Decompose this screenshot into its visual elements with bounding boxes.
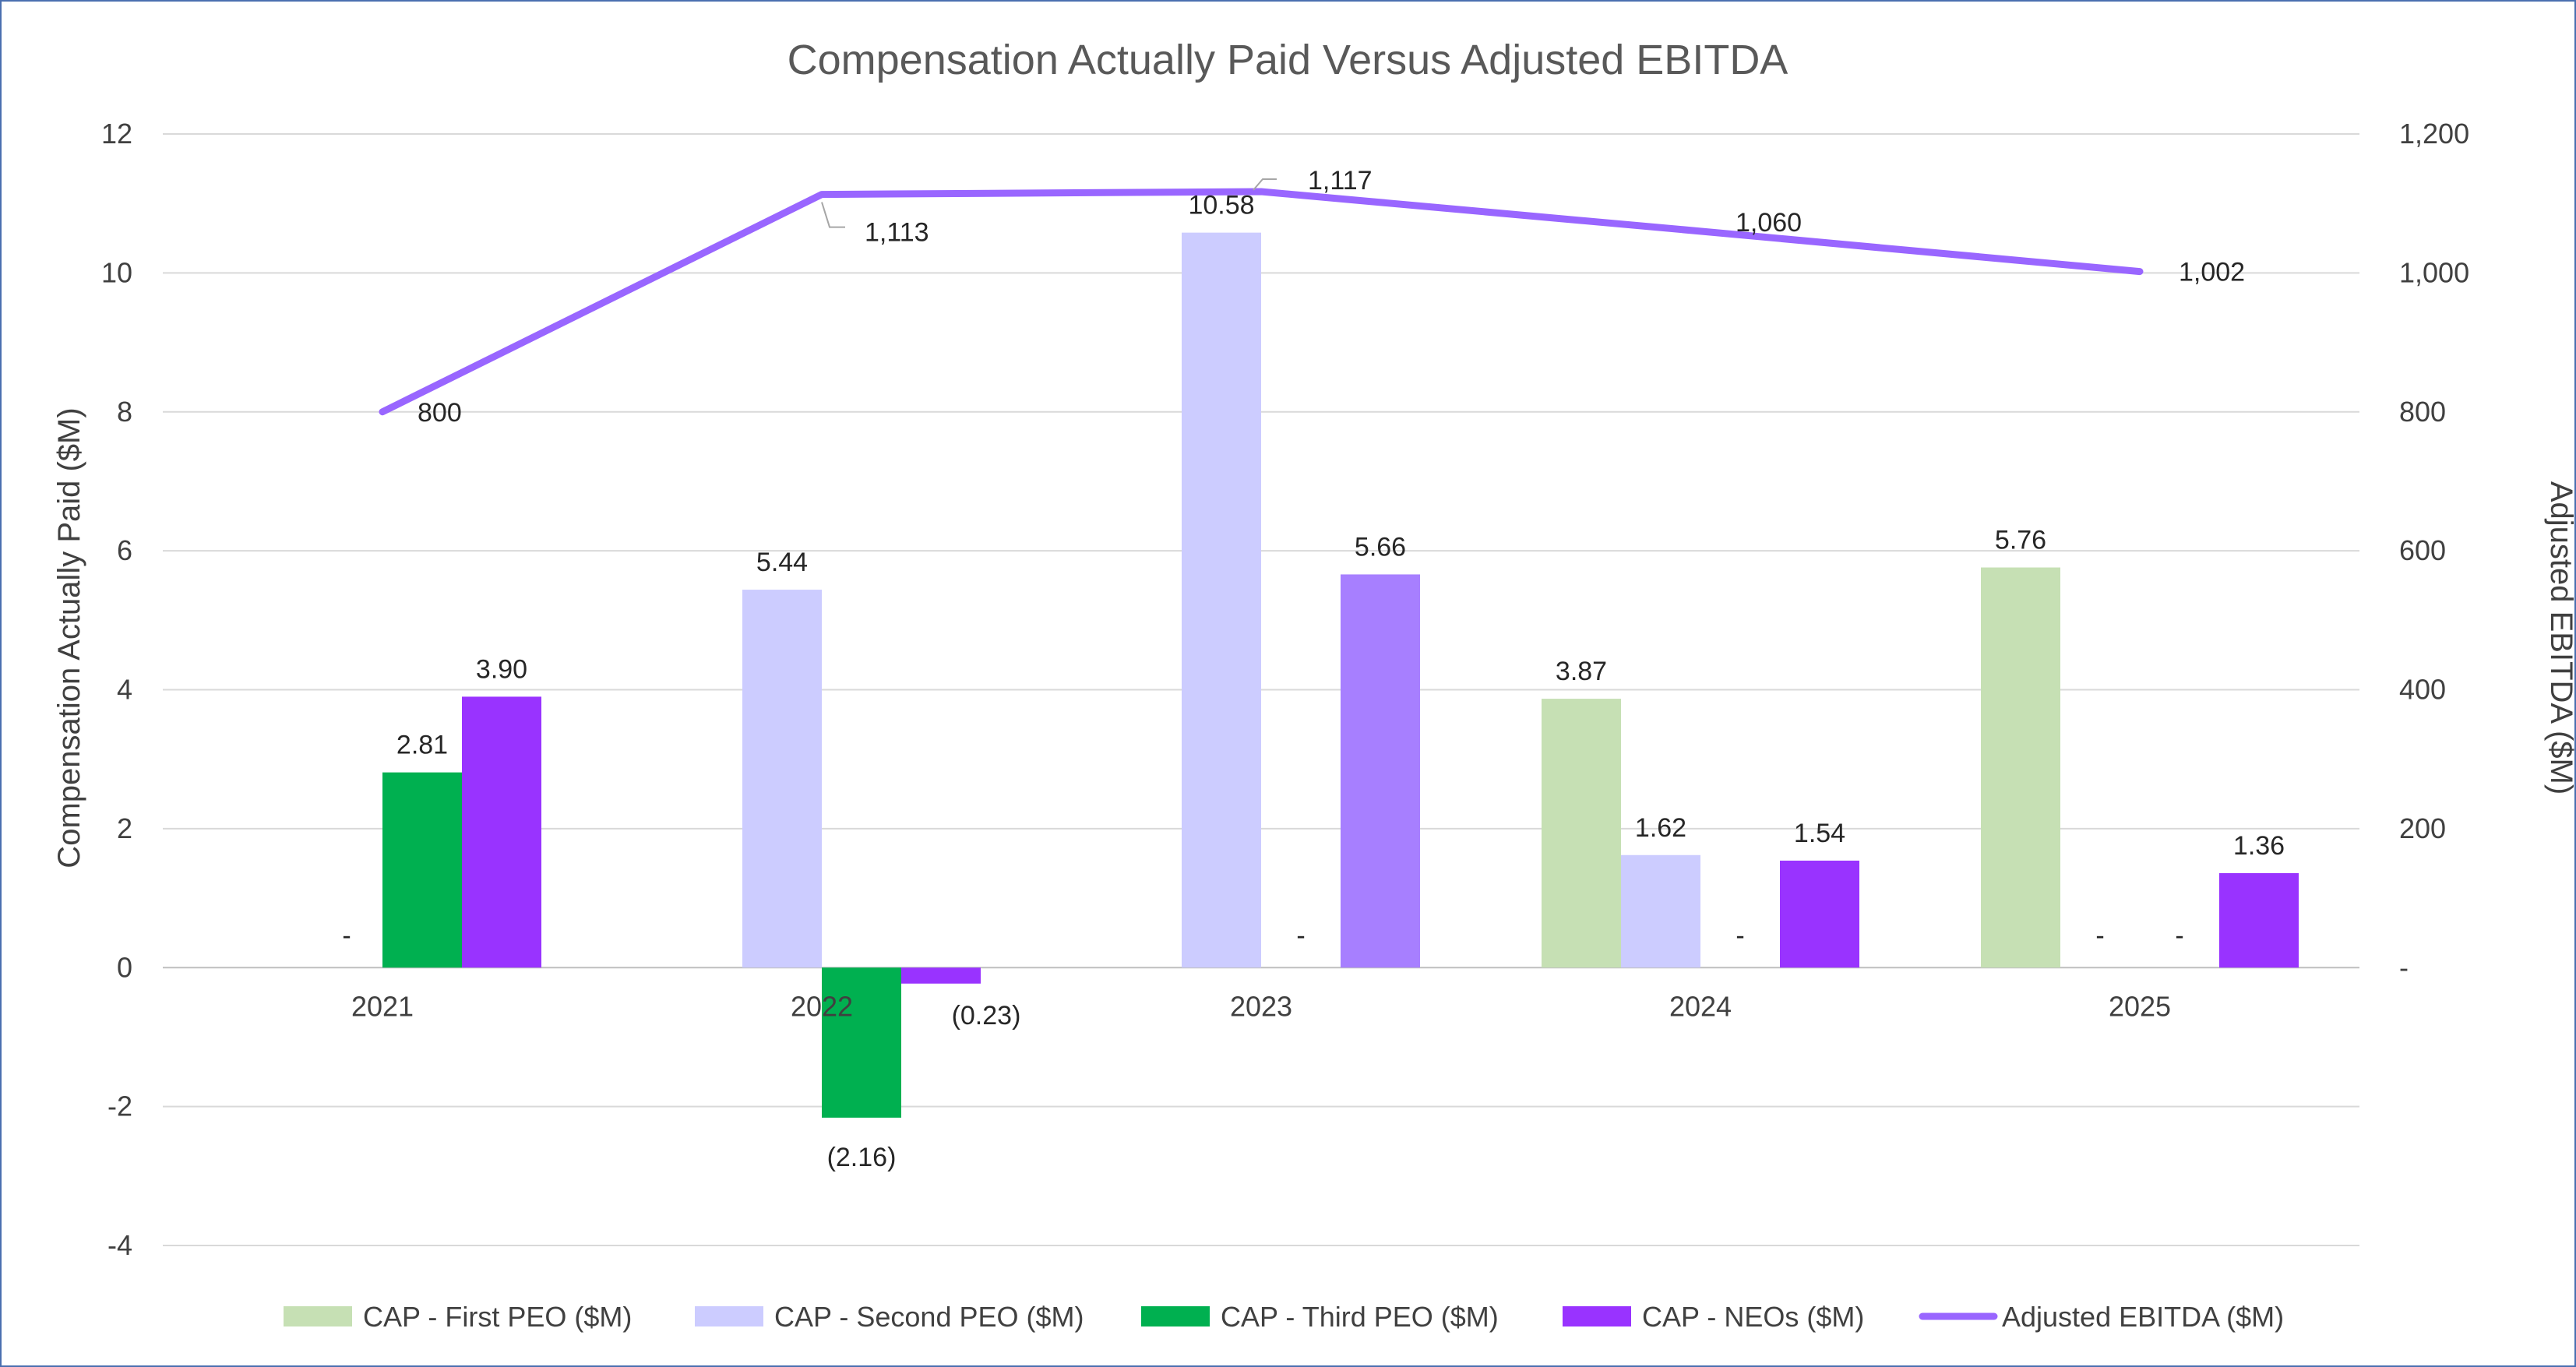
legend-label: CAP - Third PEO ($M) <box>1221 1301 1499 1333</box>
bar-label: (2.16) <box>827 1143 897 1172</box>
bar <box>462 696 541 968</box>
bar-label: 2.81 <box>396 731 448 760</box>
line-label: 1,117 <box>1308 166 1373 196</box>
ebitda-line <box>379 178 2144 416</box>
legend-label: CAP - First PEO ($M) <box>363 1301 632 1333</box>
bar-label: 10.58 <box>1188 191 1254 220</box>
bar <box>822 967 901 1118</box>
bar <box>1981 567 2060 968</box>
bar-label: 1.62 <box>1635 813 1686 843</box>
axes: -4-2024681012-2004006008001,0001,2002021… <box>101 118 2469 1261</box>
legend-label: Adjusted EBITDA ($M) <box>2002 1301 2284 1333</box>
bar <box>382 772 462 968</box>
bar-label: 5.44 <box>756 548 808 577</box>
bar-label: (0.23) <box>952 1001 1021 1031</box>
bar-label: 1.36 <box>2233 831 2285 861</box>
bar-label: - <box>1296 921 1305 950</box>
bar <box>1621 854 1700 968</box>
y2-tick-label: 400 <box>2399 674 2446 706</box>
chart-title: Compensation Actually Paid Versus Adjust… <box>788 37 1788 83</box>
y2-tick-label: 1,000 <box>2399 256 2469 288</box>
y2-tick-label: 200 <box>2399 812 2446 844</box>
bar <box>1341 574 1420 968</box>
y-tick-label: 6 <box>117 534 132 566</box>
bar-label: 1.54 <box>1794 819 1845 848</box>
legend-label: CAP - NEOs ($M) <box>1642 1301 1864 1333</box>
y2-axis-title: Adjusted EBITDA ($M) <box>2544 481 2574 794</box>
bar <box>901 967 981 984</box>
y2-tick-label: 1,200 <box>2399 118 2469 150</box>
legend-label: CAP - Second PEO ($M) <box>774 1301 1084 1333</box>
y-tick-label: -4 <box>107 1229 132 1261</box>
line-label: 800 <box>418 398 462 428</box>
x-tick-label: 2025 <box>2109 990 2171 1022</box>
bar-label: 5.76 <box>1995 526 2046 555</box>
bar-label: - <box>2095 921 2104 950</box>
bar <box>1182 232 1261 968</box>
y-tick-label: 4 <box>117 674 132 706</box>
leader-line <box>821 202 845 228</box>
line-label: 1,060 <box>1736 208 1802 238</box>
y2-tick-label: 600 <box>2399 534 2446 566</box>
legend: CAP - First PEO ($M) CAP - Second PEO ($M… <box>284 1301 2284 1333</box>
data-labels: 3.87 5.76 5.44 10.58 1.62 - 2.81 (2.16) - - - 3.90 (… <box>342 166 2285 1172</box>
y2-tick-label: 800 <box>2399 396 2446 428</box>
y-tick-label: -2 <box>107 1090 132 1122</box>
x-tick-label: 2024 <box>1669 990 1732 1022</box>
y2-tick-label: - <box>2399 951 2409 983</box>
legend-swatch <box>1563 1306 1631 1326</box>
bar-label: - <box>1736 921 1744 950</box>
ebitda-series-line <box>379 188 2144 416</box>
bar-label: 5.66 <box>1355 532 1406 562</box>
y-tick-label: 2 <box>117 812 132 844</box>
line-label: 1,002 <box>2179 258 2245 287</box>
bar-label: - <box>2175 921 2183 950</box>
x-tick-label: 2021 <box>351 990 414 1022</box>
bar-label: 3.87 <box>1556 657 1607 686</box>
legend-swatch <box>1141 1306 1210 1326</box>
y-axis-title: Compensation Actually Paid ($M) <box>52 407 86 868</box>
y-tick-label: 12 <box>101 118 132 150</box>
bar-label: 3.90 <box>476 654 527 684</box>
leader-line <box>1253 178 1277 191</box>
bar <box>1542 699 1621 968</box>
bars <box>382 232 2299 1118</box>
x-tick-label: 2023 <box>1230 990 1292 1022</box>
x-tick-label: 2022 <box>791 990 853 1022</box>
y-tick-label: 0 <box>117 951 132 983</box>
legend-swatch <box>695 1306 763 1326</box>
line-label: 1,113 <box>865 218 929 248</box>
bar <box>742 590 822 968</box>
y-tick-label: 10 <box>101 256 132 288</box>
bar <box>1780 860 1859 968</box>
bar-label: - <box>342 921 351 950</box>
legend-swatch <box>284 1306 352 1326</box>
bar <box>2219 872 2299 968</box>
y-tick-label: 8 <box>117 396 132 428</box>
